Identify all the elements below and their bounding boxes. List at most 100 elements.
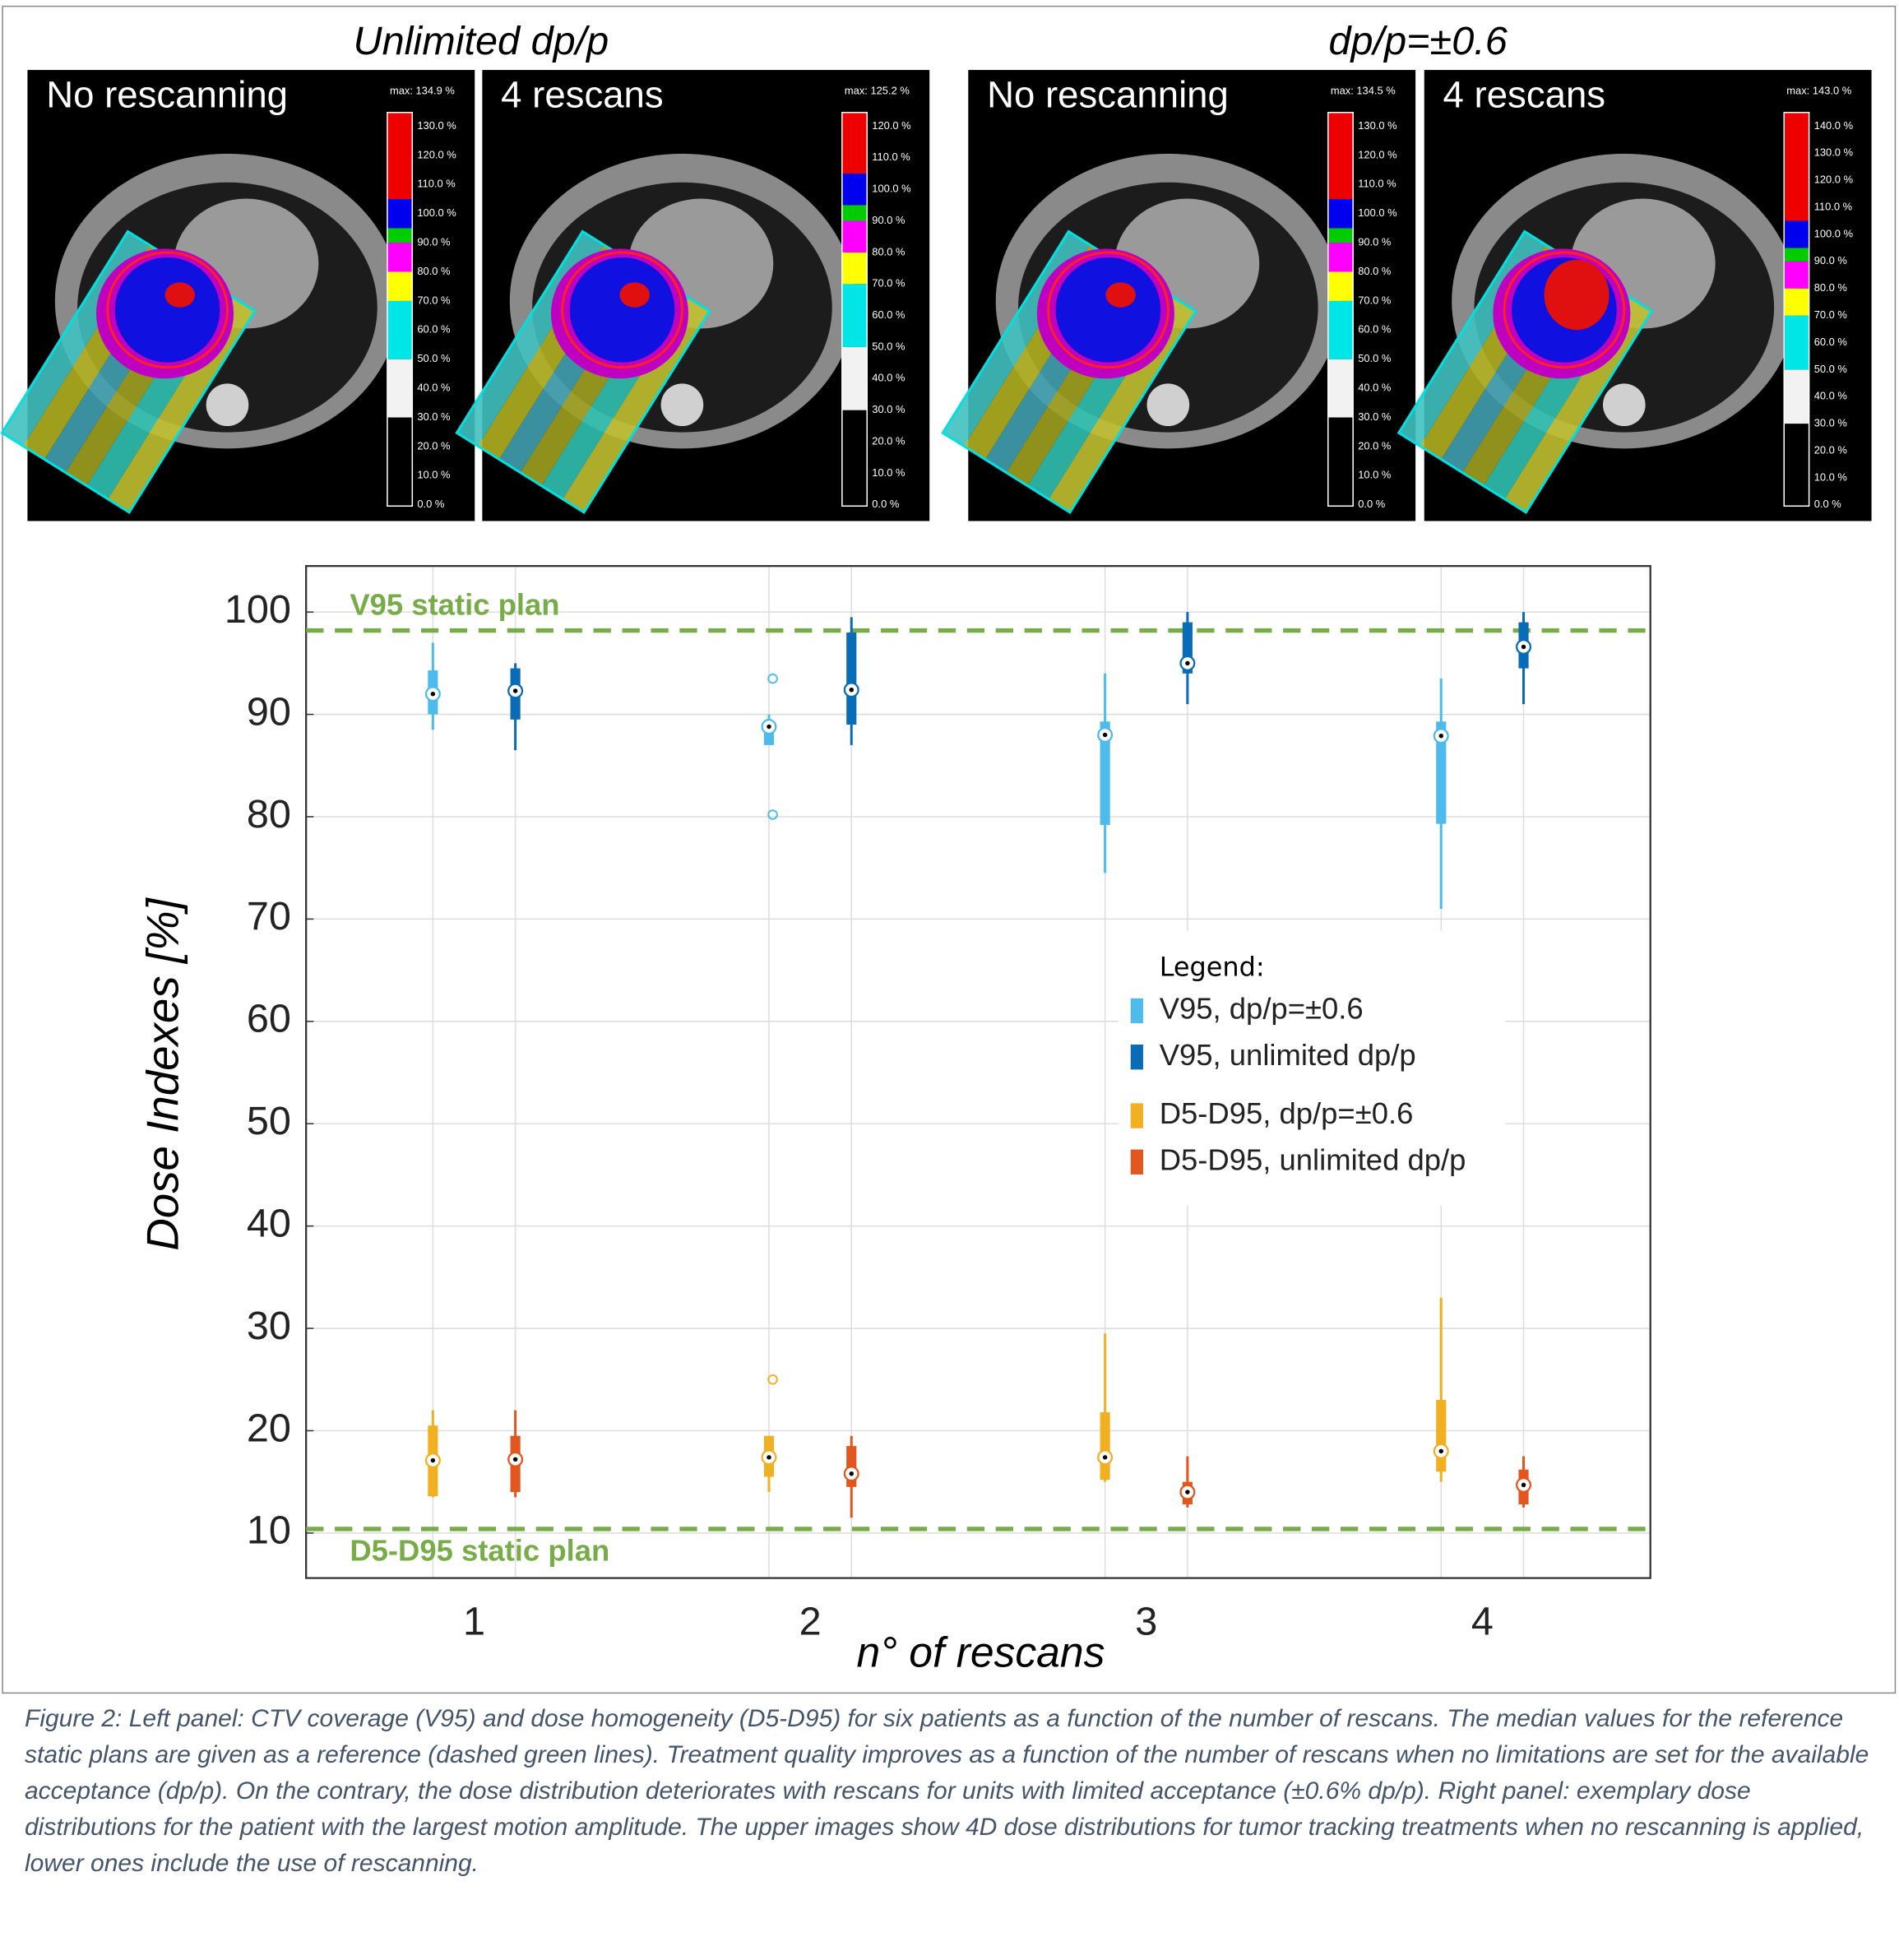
colorbar-tick-label: 120.0 %: [417, 148, 456, 160]
colorbar-tick-label: 80.0 %: [1358, 265, 1392, 277]
colorbar-tick-label: 20.0 %: [1814, 443, 1848, 456]
colorbar-tick-label: 110.0 %: [1358, 178, 1396, 190]
box: [846, 632, 857, 725]
colorbar-tick-label: 120.0 %: [1814, 174, 1854, 186]
ct-panel: No rescanning max: 134.9 % 0.0 % 10.0 % 20.0…: [0, 70, 475, 521]
colorbar-tick-label: 70.0 %: [1358, 294, 1392, 306]
colorbar-tick-label: 70.0 %: [872, 277, 905, 290]
colorbar-segment: [1327, 112, 1354, 199]
colorbar-tick-label: 60.0 %: [1358, 323, 1392, 336]
colorbar-tick-label: 20.0 %: [872, 434, 905, 447]
colorbar-tick-label: 0.0 %: [1814, 498, 1842, 510]
ctv-contour: [561, 251, 683, 369]
colorbar-tick-label: 90.0 %: [417, 235, 451, 248]
median-dot: [430, 691, 436, 697]
legend-label: D5-D95, dp/p=±0.6: [1160, 1096, 1414, 1130]
colorbar-segment: [1784, 261, 1809, 289]
ct-spine: [660, 383, 704, 427]
legend-label: V95, unlimited dp/p: [1160, 1038, 1416, 1072]
colorbar-segment: [1784, 288, 1809, 316]
colorbar-segment: [387, 243, 413, 272]
median-dot: [1185, 660, 1190, 666]
x-tick-label: 1: [463, 1600, 485, 1644]
colorbar-segment: [1784, 112, 1809, 221]
colorbar-tick-label: 50.0 %: [1358, 352, 1392, 364]
box: [1436, 721, 1447, 824]
colorbar-tick-label: 60.0 %: [1814, 336, 1848, 348]
colorbar-segment: [1784, 220, 1809, 248]
panel-label: 4 rescans: [1443, 74, 1606, 116]
colorbar-tick-label: 80.0 %: [872, 245, 905, 257]
colorbar-tick-label: 50.0 %: [872, 340, 905, 352]
x-tick-label: 4: [1471, 1600, 1494, 1644]
colorbar-tick-label: 10.0 %: [1358, 469, 1392, 481]
legend-swatch: [1130, 1044, 1143, 1070]
median-dot: [512, 1457, 518, 1462]
colorbar-segment: [387, 417, 413, 507]
colorbar-segment: [387, 112, 413, 199]
ct-spine: [1602, 383, 1646, 427]
colorbar-tick-label: 80.0 %: [1814, 281, 1848, 294]
ctv-contour: [106, 251, 229, 369]
median-dot: [1438, 1448, 1443, 1454]
legend-swatch: [1130, 1149, 1143, 1175]
colorbar-segment: [1784, 248, 1809, 262]
median-dot: [1102, 1455, 1108, 1460]
reference-label: V95 static plan: [350, 587, 559, 621]
colorbar-segment: [841, 284, 868, 347]
colorbar-tick-label: 100.0 %: [872, 183, 911, 195]
colorbar-frame: [841, 111, 868, 507]
legend-box: [1118, 930, 1506, 1206]
colorbar-tick-label: 10.0 %: [1814, 470, 1848, 483]
colorbar-frame: [1783, 111, 1810, 507]
colorbar-tick-label: 130.0 %: [1358, 119, 1397, 132]
colorbar-segment: [841, 173, 868, 206]
outlier: [767, 1374, 778, 1385]
dose-tumor: [114, 257, 220, 363]
colorbar-max: max: 143.0 %: [1786, 84, 1851, 96]
caption: Figure 2: Left panel: CTV coverage (V95)…: [25, 1705, 1869, 1877]
colorbar-segment: [841, 112, 868, 174]
colorbar-frame: [1327, 111, 1354, 507]
dose-hot: [1105, 282, 1136, 308]
figure: Unlimited dp/p dp/p=±0.6 No rescanning max:…: [0, 5, 1897, 1694]
colorbar-segment: [387, 359, 413, 418]
colorbar-tick-label: 60.0 %: [417, 323, 451, 336]
colorbar-tick-label: 60.0 %: [872, 308, 905, 321]
colorbar-segment: [1327, 228, 1354, 243]
colorbar-segment: [1784, 369, 1809, 424]
colorbar-tick-label: 50.0 %: [1814, 363, 1848, 375]
colorbar-tick-label: 110.0 %: [1814, 200, 1853, 212]
colorbar-tick-label: 30.0 %: [872, 403, 905, 415]
colorbar-segment: [387, 198, 413, 229]
legend-swatch: [1130, 998, 1143, 1024]
ct-spine: [1146, 383, 1190, 427]
y-tick-label: 50: [247, 1099, 291, 1143]
colorbar-frame: [387, 111, 414, 507]
colorbar-tick-label: 50.0 %: [417, 352, 451, 364]
colorbar-tick-label: 0.0 %: [417, 498, 445, 510]
colorbar-segment: [841, 346, 868, 410]
y-tick-label: 60: [247, 997, 291, 1041]
colorbar-tick-label: 90.0 %: [1358, 235, 1392, 248]
ct-spine: [206, 383, 249, 427]
colorbar-tick-label: 70.0 %: [1814, 308, 1848, 321]
outlier: [767, 673, 778, 684]
panel-group-title: Unlimited dp/p: [353, 19, 609, 63]
x-axis-label: n° of rescans: [857, 1628, 1105, 1675]
colorbar-segment: [1327, 359, 1354, 418]
colorbar-tick-label: 10.0 %: [872, 466, 905, 479]
panel-label: No rescanning: [987, 74, 1229, 116]
median-dot: [849, 687, 854, 693]
colorbar-segment: [1784, 424, 1809, 507]
box: [1100, 1412, 1110, 1480]
colorbar-tick-label: 90.0 %: [1814, 254, 1848, 266]
reference-label: D5-D95 static plan: [350, 1533, 609, 1567]
median-dot: [849, 1471, 854, 1476]
y-tick-label: 40: [247, 1201, 291, 1245]
colorbar-segment: [387, 271, 413, 301]
median-dot: [1185, 1490, 1190, 1494]
colorbar-tick-label: 70.0 %: [417, 294, 451, 306]
colorbar-segment: [841, 205, 868, 221]
colorbar-tick-label: 100.0 %: [417, 206, 456, 219]
